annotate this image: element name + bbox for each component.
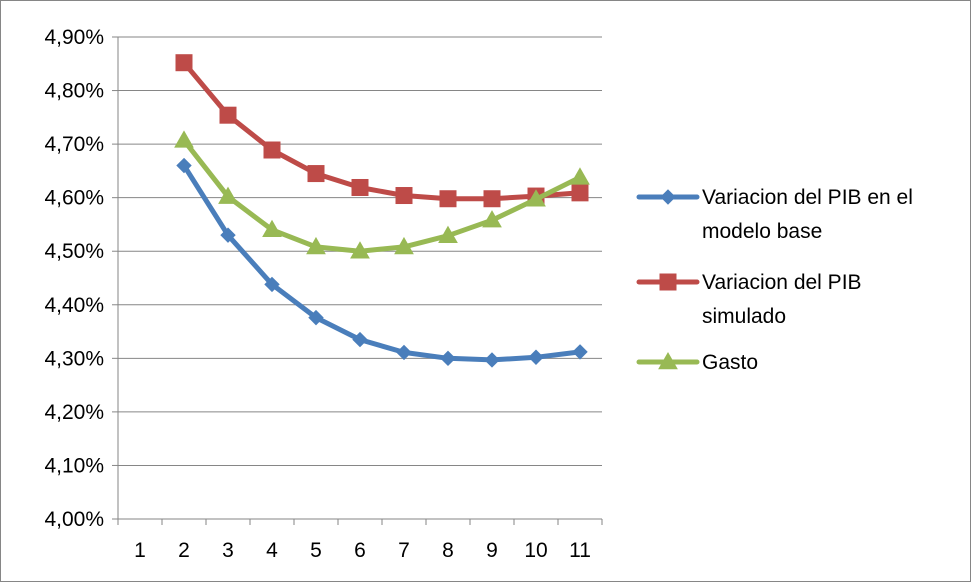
series-2 [175, 54, 589, 208]
y-tick-label: 4,20% [44, 401, 104, 424]
x-tick-label: 3 [222, 539, 234, 562]
x-tick-label: 5 [310, 539, 322, 562]
x-tick-label: 6 [354, 539, 366, 562]
legend-label: modelo base [702, 220, 822, 243]
data-point [395, 187, 413, 205]
y-tick-label: 4,00% [44, 508, 104, 531]
y-tick-label: 4,70% [44, 133, 104, 156]
data-point [352, 331, 368, 348]
data-point [439, 190, 457, 208]
legend-label: Variacion del PIB [702, 271, 862, 294]
series-group [174, 54, 590, 368]
series-line [181, 60, 583, 202]
x-tick-label: 11 [569, 539, 591, 562]
series-line [181, 163, 583, 363]
data-point [308, 309, 324, 326]
legend-marker [659, 273, 677, 291]
data-point [482, 210, 502, 228]
data-point [528, 349, 544, 365]
data-point [307, 165, 325, 183]
y-tick-label: 4,80% [44, 80, 104, 103]
data-point [438, 225, 458, 243]
data-point [570, 167, 590, 185]
data-point [263, 141, 281, 159]
data-point [262, 219, 282, 238]
data-point [396, 344, 412, 361]
x-tick-label: 7 [398, 539, 410, 562]
x-tick-label: 10 [524, 539, 547, 562]
data-point [264, 276, 280, 293]
y-axis: 4,00% 4,10% 4,20% 4,30% 4,40% 4,50% 4,60% 4,70%… [44, 26, 119, 531]
y-tick-label: 4,30% [44, 347, 104, 370]
data-point [440, 350, 456, 367]
legend-label: Gasto [702, 351, 758, 374]
legend-marker [660, 189, 676, 205]
x-tick-label: 9 [486, 539, 498, 562]
series-1 [176, 157, 588, 368]
y-tick-label: 4,60% [44, 187, 104, 210]
data-point [483, 190, 501, 208]
legend-item-3: Gasto [636, 351, 758, 374]
data-point [571, 184, 589, 202]
data-point [306, 236, 326, 255]
legend-label: simulado [702, 305, 786, 328]
data-point [174, 130, 194, 148]
y-tick-label: 4,50% [44, 240, 104, 263]
legend-label: Variacion del PIB en el [702, 186, 913, 209]
legend-item-2: Variacion del PIB simulado [636, 271, 862, 328]
data-point [351, 178, 369, 196]
y-tick-label: 4,90% [44, 26, 104, 49]
series-line [181, 137, 583, 254]
data-point [394, 236, 414, 255]
x-tick-label: 1 [134, 539, 146, 562]
legend-item-1: Variacion del PIB en el modelo base [636, 186, 913, 243]
y-tick-label: 4,40% [44, 294, 104, 317]
data-point [220, 227, 236, 243]
x-tick-label: 4 [266, 539, 278, 562]
data-point [176, 157, 192, 174]
x-tick-label: 8 [442, 539, 454, 562]
legend-marker [658, 351, 678, 370]
data-point [175, 54, 193, 72]
y-tick-label: 4,10% [44, 454, 104, 477]
x-axis: 1 2 3 4 5 6 7 8 9 10 11 [117, 518, 603, 562]
data-point [484, 352, 500, 368]
data-point [218, 186, 238, 204]
x-tick-label: 2 [178, 539, 190, 562]
series-3 [174, 130, 590, 259]
data-point [572, 344, 588, 360]
data-point [350, 241, 370, 259]
data-point [219, 106, 237, 124]
data-point [526, 189, 546, 207]
